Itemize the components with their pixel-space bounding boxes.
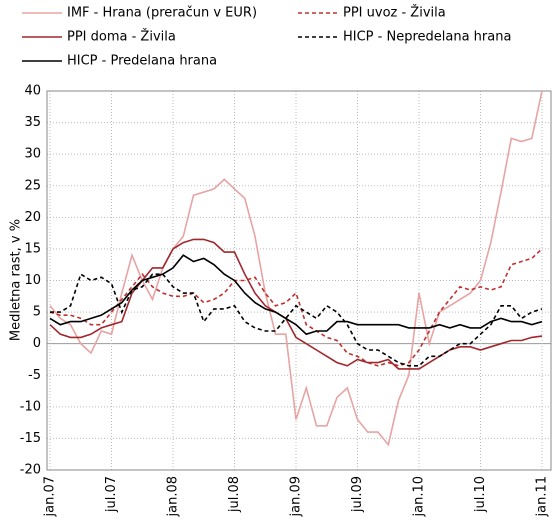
series-line bbox=[49, 90, 543, 447]
legend-label: PPI uvoz - Živila bbox=[343, 5, 446, 21]
series-line bbox=[49, 254, 543, 336]
x-tick-label: jul.08 bbox=[227, 476, 242, 513]
y-tick-label: -5 bbox=[28, 368, 41, 383]
legend-label: HICP - Nepredelana hrana bbox=[343, 30, 511, 45]
y-tick-label: 15 bbox=[24, 241, 41, 256]
y-tick-label: 40 bbox=[24, 84, 41, 99]
y-tick-label: 30 bbox=[24, 147, 41, 162]
y-tick-label: 35 bbox=[24, 115, 41, 130]
x-tick-label: jan.07 bbox=[43, 476, 58, 518]
y-axis-label: Medletna rast, v % bbox=[9, 219, 24, 341]
y-tick-label: 10 bbox=[24, 273, 41, 288]
series-line bbox=[50, 272, 543, 367]
x-tick-label: jan.11 bbox=[535, 476, 550, 518]
x-tick-label: jul.07 bbox=[104, 476, 119, 513]
plot-frame bbox=[46, 90, 552, 471]
y-tick-label: -20 bbox=[20, 463, 41, 478]
legend-label: HICP - Predelana hrana bbox=[67, 54, 217, 69]
y-tick-label: 20 bbox=[24, 210, 41, 225]
x-tick-label: jan.09 bbox=[289, 476, 304, 518]
series-line bbox=[49, 238, 543, 370]
legend-label: PPI doma - Živila bbox=[67, 29, 176, 45]
legend-label: IMF - Hrana (preračun v EUR) bbox=[67, 6, 257, 21]
y-tick-label: 5 bbox=[33, 305, 41, 320]
x-tick-label: jan.10 bbox=[412, 476, 427, 518]
y-tick-label: 25 bbox=[24, 178, 41, 193]
x-tick-label: jul.10 bbox=[473, 476, 488, 513]
y-tick-label: -15 bbox=[20, 431, 41, 446]
x-tick-label: jul.09 bbox=[350, 476, 365, 513]
y-tick-label: -10 bbox=[20, 399, 41, 414]
series-line bbox=[49, 248, 543, 367]
x-tick-label: jan.08 bbox=[166, 476, 181, 518]
y-tick-label: 0 bbox=[33, 336, 41, 351]
